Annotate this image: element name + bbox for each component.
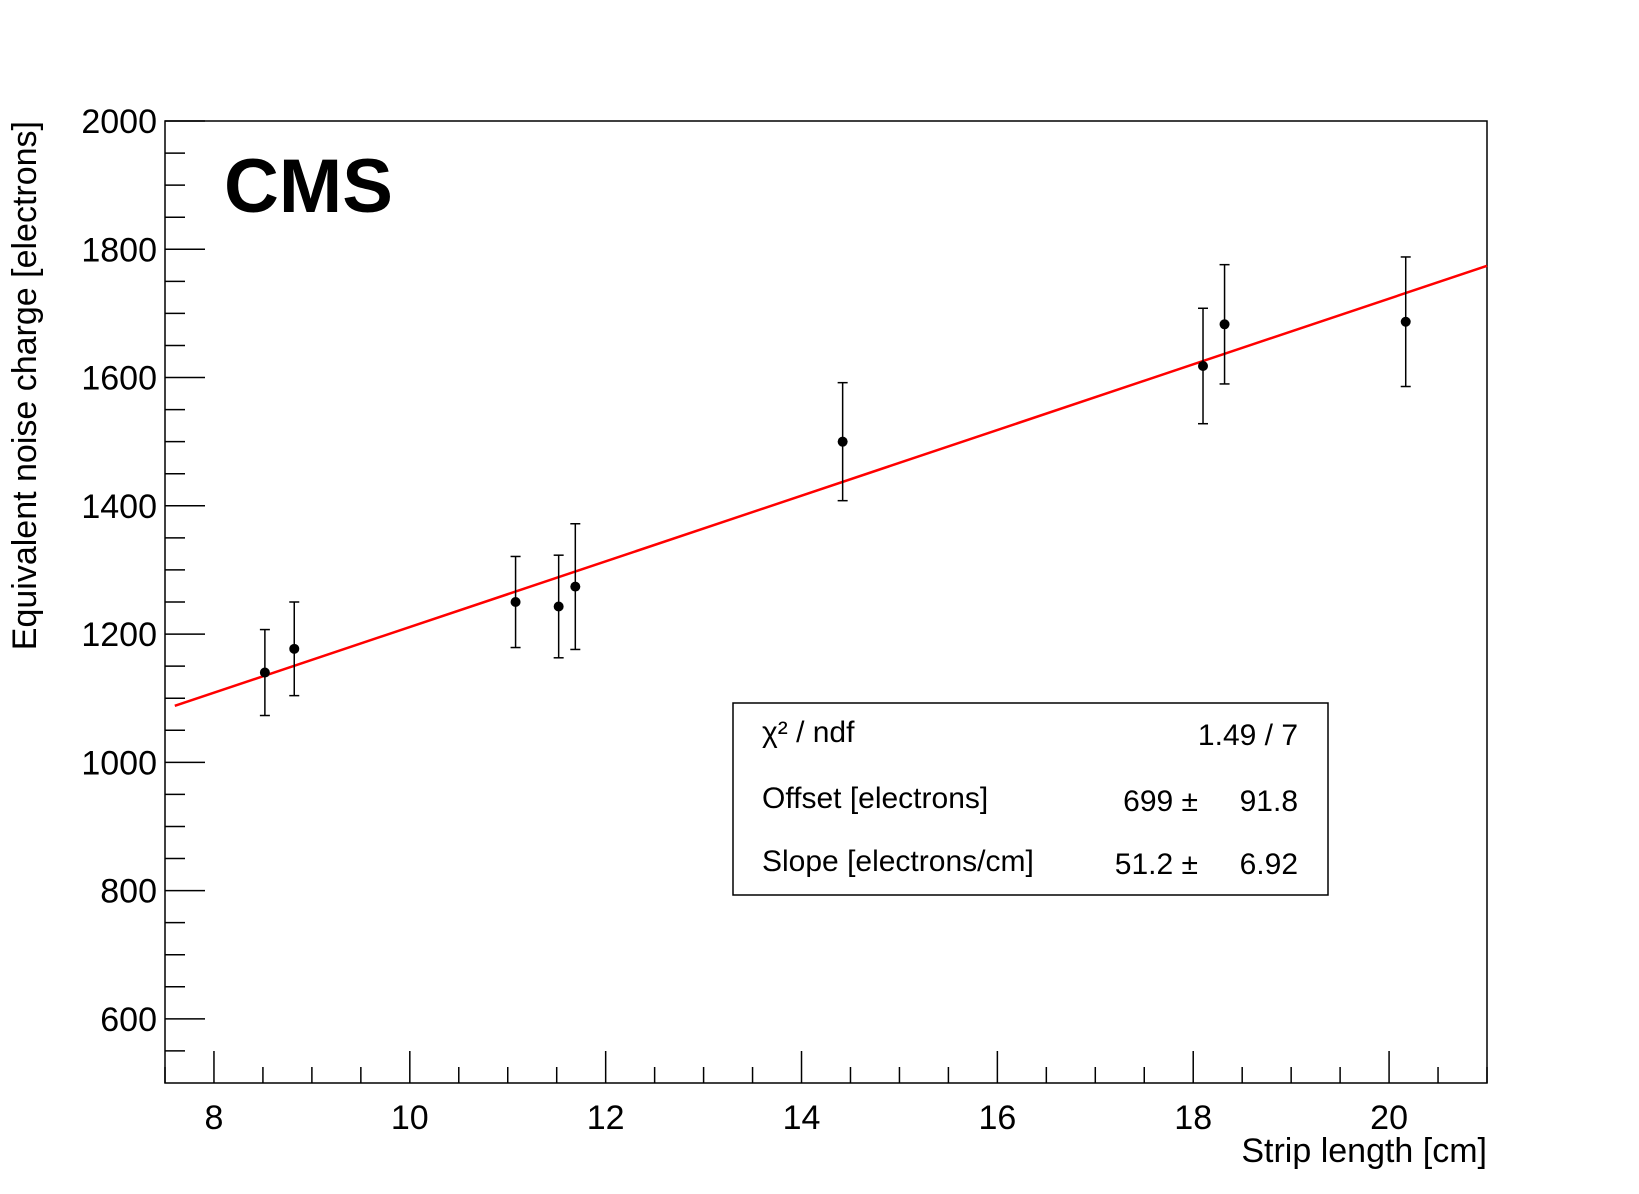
y-tick-label: 800 (100, 873, 157, 911)
data-point (510, 555, 521, 649)
data-point (553, 554, 564, 659)
y-axis-ticks (165, 120, 205, 1052)
stats-value-chi2: 1.49 / 7 (1198, 719, 1298, 752)
y-tick-label: 600 (100, 1001, 157, 1039)
y-tick-label: 1600 (81, 360, 157, 398)
data-point (259, 628, 270, 717)
data-marker (510, 597, 521, 607)
data-points (259, 256, 1411, 717)
x-axis-tick-labels: 8 10 12 14 16 18 20 (205, 1099, 1408, 1137)
y-tick-label: 1200 (81, 616, 157, 654)
data-marker (1219, 319, 1230, 330)
y-tick-label: 1000 (81, 744, 157, 782)
data-point (837, 381, 848, 502)
data-marker (1198, 360, 1209, 371)
stats-label-chi2: χ² / ndf (762, 716, 855, 749)
stats-value-offset: 699 ± (1123, 785, 1198, 818)
x-tick-label: 16 (978, 1099, 1016, 1137)
fit-stats-box: χ² / ndf 1.49 / 7 Offset [electrons] 699… (732, 702, 1329, 896)
cms-label: CMS (224, 144, 393, 229)
data-marker (289, 643, 300, 654)
stats-error-offset: 91.8 (1240, 785, 1298, 818)
x-tick-label: 10 (391, 1099, 429, 1137)
stats-value-slope: 51.2 ± (1115, 848, 1198, 881)
plot-frame (164, 120, 1488, 1084)
data-point (1219, 263, 1230, 385)
y-axis-title: Equivalent noise charge [electrons] (6, 121, 44, 650)
x-tick-label: 8 (205, 1099, 224, 1137)
x-tick-label: 18 (1174, 1099, 1212, 1137)
fit-stats-box-border (732, 702, 1329, 896)
x-tick-label: 12 (587, 1099, 625, 1137)
fit-line (174, 264, 1488, 708)
x-tick-label: 20 (1370, 1099, 1408, 1137)
data-point (289, 601, 300, 697)
y-tick-label: 2000 (81, 103, 157, 141)
stats-error-slope: 6.92 (1240, 848, 1298, 881)
data-marker (570, 581, 581, 592)
x-axis-ticks (164, 1051, 1488, 1083)
y-axis-tick-labels: 600 800 1000 1200 1400 1600 1800 2000 (81, 103, 157, 1039)
data-marker (553, 601, 564, 612)
stats-label-slope: Slope [electrons/cm] (762, 845, 1034, 878)
stats-label-offset: Offset [electrons] (762, 782, 988, 815)
data-marker (1400, 316, 1411, 327)
y-tick-label: 1400 (81, 488, 157, 526)
data-point (570, 523, 581, 651)
data-point (1400, 256, 1411, 388)
data-point (1198, 307, 1209, 425)
y-tick-label: 1800 (81, 231, 157, 269)
data-marker (259, 667, 270, 678)
x-axis-title: Strip length [cm] (1241, 1132, 1487, 1170)
data-marker (837, 436, 848, 447)
x-tick-label: 14 (783, 1099, 821, 1137)
